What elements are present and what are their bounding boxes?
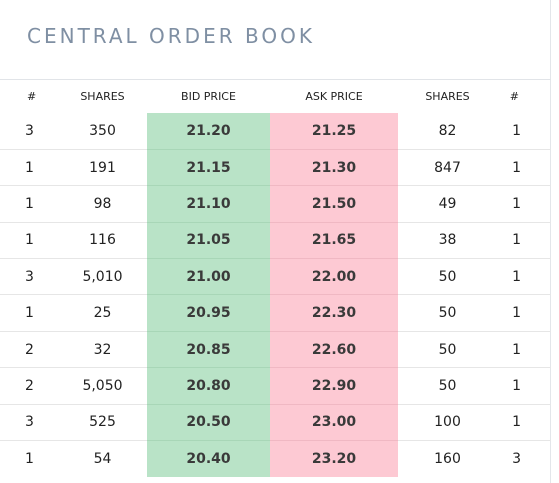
table-row: 1 98 21.10 21.50 49 1 <box>0 185 551 223</box>
ask-price-cell: 21.65 <box>270 222 398 260</box>
bid-price-cell: 20.95 <box>147 294 270 332</box>
ask-shares-cell: 100 <box>398 404 497 442</box>
ask-price-cell: 23.00 <box>270 404 398 442</box>
column-header-bid-price: BID PRICE <box>181 90 236 103</box>
table-row: 1 25 20.95 22.30 50 1 <box>0 294 551 332</box>
bid-price-cell: 20.80 <box>147 367 270 405</box>
bid-price-cell: 21.20 <box>147 113 270 150</box>
column-header-ask-count: # <box>509 90 519 103</box>
column-header-ask-price: ASK PRICE <box>305 90 363 103</box>
bid-count-cell: 1 <box>0 149 58 187</box>
order-book-table: # SHARES BID PRICE ASK PRICE SHARES # 3 … <box>0 80 551 477</box>
ask-shares-cell: 38 <box>398 222 497 260</box>
table-row: 1 116 21.05 21.65 38 1 <box>0 222 551 260</box>
bid-price-cell: 21.10 <box>147 185 270 223</box>
bid-count-cell: 1 <box>0 185 58 223</box>
column-header-bid-shares: SHARES <box>80 90 125 103</box>
ask-price-cell: 21.25 <box>270 113 398 150</box>
table-row: 3 350 21.20 21.25 82 1 <box>0 113 551 150</box>
bid-price-cell: 21.00 <box>147 258 270 296</box>
bid-shares-cell: 116 <box>58 222 147 260</box>
bid-count-cell: 3 <box>0 258 58 296</box>
bid-count-cell: 2 <box>0 331 58 369</box>
bid-shares-cell: 32 <box>58 331 147 369</box>
page-title: CENTRAL ORDER BOOK <box>27 24 315 48</box>
table-row: 2 5,050 20.80 22.90 50 1 <box>0 367 551 405</box>
ask-price-cell: 23.20 <box>270 440 398 477</box>
ask-count-cell: 1 <box>497 404 551 442</box>
ask-count-cell: 1 <box>497 331 551 369</box>
column-header-ask-shares: SHARES <box>425 90 470 103</box>
ask-shares-cell: 50 <box>398 258 497 296</box>
bid-shares-cell: 350 <box>58 113 147 150</box>
ask-shares-cell: 50 <box>398 331 497 369</box>
bid-shares-cell: 525 <box>58 404 147 442</box>
ask-price-cell: 21.50 <box>270 185 398 223</box>
ask-count-cell: 1 <box>497 367 551 405</box>
ask-price-cell: 22.90 <box>270 367 398 405</box>
bid-price-cell: 20.50 <box>147 404 270 442</box>
ask-count-cell: 1 <box>497 113 551 150</box>
bid-count-cell: 3 <box>0 113 58 150</box>
ask-count-cell: 1 <box>497 149 551 187</box>
bid-shares-cell: 25 <box>58 294 147 332</box>
bid-price-cell: 20.40 <box>147 440 270 477</box>
ask-count-cell: 1 <box>497 294 551 332</box>
bid-shares-cell: 54 <box>93 450 112 467</box>
bid-count-cell: 1 <box>0 294 58 332</box>
ask-shares-cell: 50 <box>398 367 497 405</box>
table-row: 1 54 20.40 23.20 160 3 <box>0 440 551 477</box>
table-header-row: # SHARES BID PRICE ASK PRICE SHARES # <box>0 80 551 113</box>
bid-count-cell: 2 <box>0 367 58 405</box>
header-divider <box>0 79 551 80</box>
bid-shares-cell: 5,050 <box>58 367 147 405</box>
bid-count-cell: 1 <box>25 450 34 467</box>
ask-count-cell: 1 <box>497 185 551 223</box>
ask-price-cell: 22.30 <box>270 294 398 332</box>
ask-price-cell: 22.60 <box>270 331 398 369</box>
ask-shares-cell: 82 <box>398 113 497 150</box>
bid-price-cell: 20.85 <box>147 331 270 369</box>
bid-count-cell: 3 <box>0 404 58 442</box>
bid-shares-cell: 98 <box>58 185 147 223</box>
ask-shares-cell: 49 <box>398 185 497 223</box>
table-row: 3 525 20.50 23.00 100 1 <box>0 404 551 442</box>
ask-count-cell: 3 <box>512 450 521 467</box>
column-header-bid-count: # <box>27 90 37 103</box>
bid-count-cell: 1 <box>0 222 58 260</box>
ask-count-cell: 1 <box>497 258 551 296</box>
bid-shares-cell: 191 <box>58 149 147 187</box>
bid-shares-cell: 5,010 <box>58 258 147 296</box>
bid-price-cell: 21.15 <box>147 149 270 187</box>
ask-count-cell: 1 <box>497 222 551 260</box>
table-row: 3 5,010 21.00 22.00 50 1 <box>0 258 551 296</box>
bid-price-cell: 21.05 <box>147 222 270 260</box>
ask-shares-cell: 50 <box>398 294 497 332</box>
ask-price-cell: 22.00 <box>270 258 398 296</box>
table-row: 2 32 20.85 22.60 50 1 <box>0 331 551 369</box>
ask-price-cell: 21.30 <box>270 149 398 187</box>
ask-shares-cell: 847 <box>398 149 497 187</box>
order-book-rows: 3 350 21.20 21.25 82 1 1 191 21.15 21.30… <box>0 113 551 477</box>
ask-shares-cell: 160 <box>434 450 461 467</box>
table-row: 1 191 21.15 21.30 847 1 <box>0 149 551 187</box>
